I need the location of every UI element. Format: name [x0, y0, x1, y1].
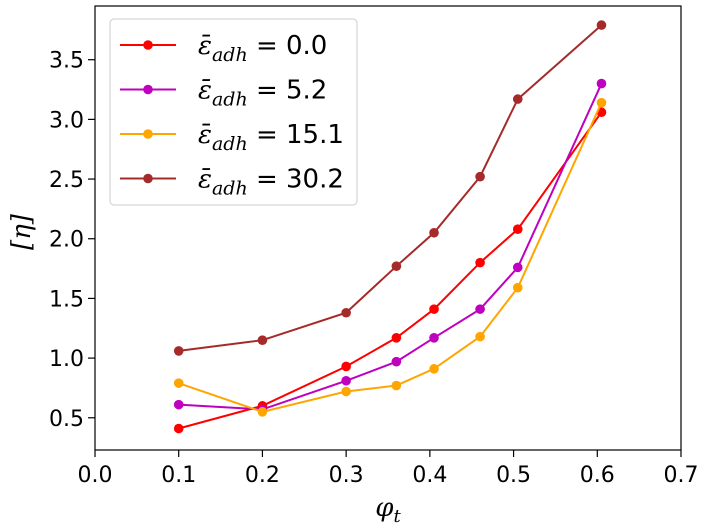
legend: ε̄adh = 0.0 ε̄adh = 5.2 ε̄adh = 15.1 ε̄adh …	[109, 18, 358, 206]
data-point	[391, 380, 402, 391]
data-point	[429, 333, 439, 343]
series-2	[173, 97, 607, 417]
x-tick-label: 0.3	[329, 463, 364, 488]
series-line	[178, 102, 603, 413]
legend-item: ε̄adh = 5.2	[120, 76, 327, 111]
plot-area	[94, 5, 682, 451]
data-point	[512, 94, 523, 104]
x-tick-label: 0.1	[161, 463, 196, 488]
data-point	[341, 375, 351, 386]
data-point	[512, 224, 523, 234]
data-point	[391, 356, 402, 367]
data-point	[173, 423, 184, 434]
y-axis-label: [η]	[7, 213, 37, 250]
data-point	[391, 261, 402, 271]
x-axis-label-subscript: t	[393, 506, 401, 526]
series-line	[178, 83, 603, 411]
x-tick-label: 0.0	[78, 463, 113, 488]
series-line	[178, 24, 603, 352]
data-point	[173, 378, 184, 388]
series-1	[173, 78, 607, 415]
x-tick-label: 0.5	[496, 463, 531, 488]
y-tick-label: 1.5	[49, 287, 84, 312]
legend-label: ε̄adh = 5.2	[198, 76, 327, 111]
data-point	[429, 227, 439, 238]
y-tick-label: 2.5	[49, 168, 84, 193]
data-point	[257, 407, 268, 417]
data-point	[429, 304, 439, 314]
legend-marker	[143, 40, 153, 50]
data-point	[596, 97, 607, 108]
y-tick-label: 0.5	[49, 407, 84, 432]
data-point	[475, 331, 485, 342]
legend-label: ε̄adh = 15.1	[198, 120, 344, 155]
data-point	[173, 346, 184, 356]
series-3	[173, 20, 607, 356]
data-point	[429, 364, 439, 374]
legend-label: ε̄adh = 0.0	[198, 31, 327, 66]
data-point	[596, 20, 607, 30]
data-point	[257, 335, 268, 345]
data-point	[341, 361, 351, 372]
data-point	[391, 333, 402, 343]
legend-box	[109, 18, 358, 206]
x-tick-label: 0.7	[664, 463, 699, 488]
data-point	[475, 171, 485, 182]
data-point	[341, 307, 351, 318]
series-line	[178, 111, 603, 430]
data-point	[512, 262, 523, 273]
data-point	[173, 399, 184, 410]
x-tick-label: 0.4	[412, 463, 447, 488]
y-tick-label: 3.0	[49, 108, 84, 133]
legend-label: ε̄adh = 30.2	[198, 165, 344, 200]
legend-marker	[143, 129, 153, 139]
axes-frame	[94, 5, 682, 451]
y-tick-label: 1.0	[49, 347, 84, 372]
x-axis-label: φt	[375, 493, 401, 526]
y-tick-label: 2.0	[49, 228, 84, 253]
legend-item: ε̄adh = 15.1	[120, 120, 344, 155]
x-tick-label: 0.2	[245, 463, 280, 488]
legend-marker	[143, 84, 153, 95]
axis-ticks: 0.0 0.1 0.2 0.3 0.4 0.5 0.6 0.7 0.5 1.0 1.5 2.0 2.5 3…	[49, 49, 699, 488]
data-point	[341, 386, 351, 397]
x-tick-label: 0.6	[580, 463, 615, 488]
data-point	[475, 257, 485, 268]
legend-item: ε̄adh = 30.2	[120, 165, 344, 200]
y-tick-label: 3.5	[49, 49, 84, 74]
legend-marker	[143, 173, 153, 184]
legend-item: ε̄adh = 0.0	[120, 31, 327, 66]
series-group	[173, 20, 607, 434]
data-point	[475, 304, 485, 314]
data-point	[512, 282, 523, 293]
data-point	[596, 78, 607, 89]
